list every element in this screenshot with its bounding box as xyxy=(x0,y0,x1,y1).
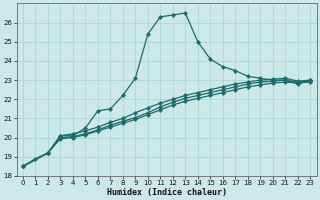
X-axis label: Humidex (Indice chaleur): Humidex (Indice chaleur) xyxy=(107,188,227,197)
